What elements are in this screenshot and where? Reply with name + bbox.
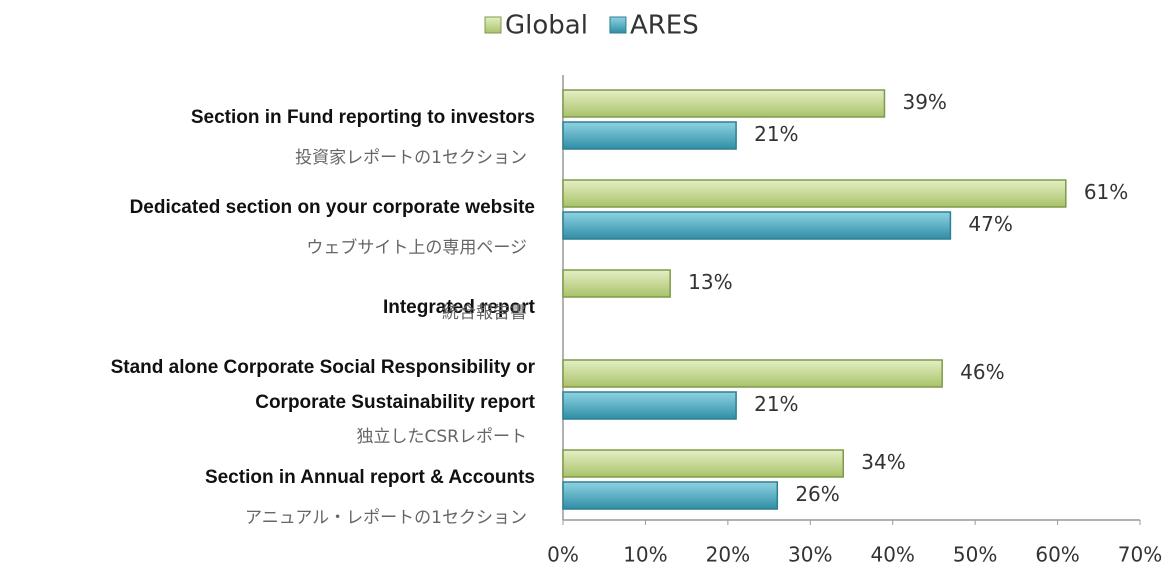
bar [562,359,943,388]
bar [562,179,1067,208]
x-tick-label: 10% [623,543,667,567]
category-subtitle: ウェブサイト上の専用ページ [306,237,527,258]
category-label: Section in Annual report & Accounts [205,467,535,488]
x-tick-label: 30% [788,543,832,567]
value-label: 21% [754,122,798,146]
value-label: 61% [1084,180,1128,204]
category-subtitle: 投資家レポートの1セクション [295,148,527,168]
bar [562,481,779,510]
value-label: 39% [902,90,946,114]
category-subtitle: 独立したCSRレポート [357,427,527,447]
category-subtitle: アニュアル・レポートの1セクション [245,508,527,528]
bar [562,269,671,298]
bar [562,211,952,240]
bar [562,121,737,150]
category-label: Integrated report [383,297,536,318]
category-label: Stand alone Corporate Social Responsibil… [111,357,536,378]
legend-label: ARES [630,11,699,41]
legend-swatch [609,16,627,34]
bar [562,449,845,478]
value-label: 34% [861,450,905,474]
bar [562,391,737,420]
value-label: 47% [968,212,1012,236]
legend-swatch [484,16,502,34]
x-tick-label: 40% [870,543,914,567]
x-tick-label: 50% [953,543,997,567]
value-label: 13% [688,270,732,294]
category-subtitle: 統合報告書 [442,303,527,323]
x-tick-label: 60% [1035,543,1079,567]
legend-label: Global [505,11,588,41]
category-label: Section in Fund reporting to investors [191,107,535,128]
value-label: 21% [754,392,798,416]
x-tick-label: 70% [1118,543,1162,567]
x-tick-label: 20% [706,543,750,567]
value-label: 46% [960,360,1004,384]
category-label: Dedicated section on your corporate webs… [130,197,535,218]
bar [562,89,886,118]
value-label: 26% [795,482,839,506]
x-tick-label: 0% [547,543,579,567]
category-label: Corporate Sustainability report [255,392,535,413]
